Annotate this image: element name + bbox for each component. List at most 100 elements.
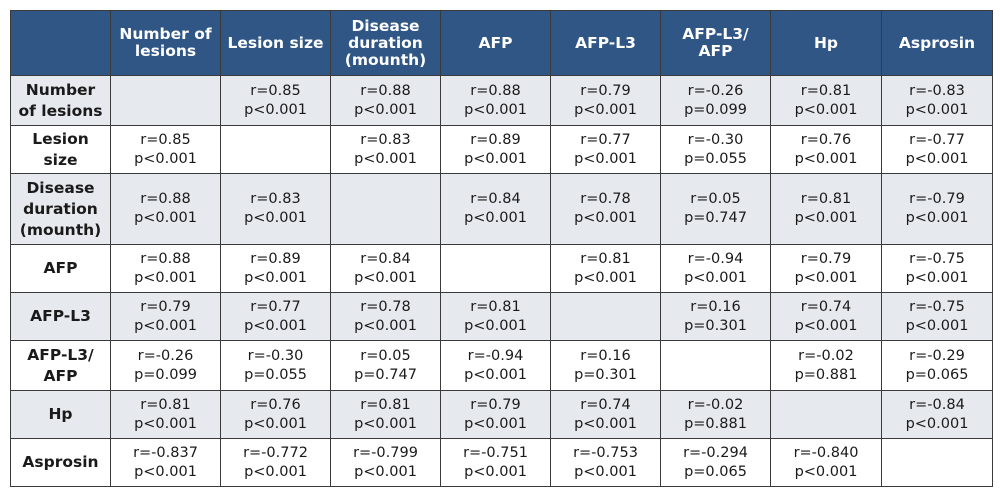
table-row: AFP-L3/ AFP r=-0.26 p=0.099 r=-0.30 p=0.055 r… xyxy=(10,340,993,391)
empty-diagonal-cell xyxy=(770,390,882,439)
r-value: r=-0.75 xyxy=(909,250,965,267)
p-value: p<0.001 xyxy=(464,415,527,432)
r-value: r=0.74 xyxy=(580,396,631,413)
header-row: Number of lesions Lesion size Disease dura… xyxy=(10,10,993,76)
r-value: r=-0.26 xyxy=(137,347,194,364)
p-value: p<0.001 xyxy=(354,269,417,286)
correlation-cell: r=0.88 p<0.001 xyxy=(330,75,441,126)
correlation-cell: r=0.74 p<0.001 xyxy=(550,390,661,439)
r-value: r=0.81 xyxy=(580,250,631,267)
r-value: r=0.78 xyxy=(360,298,411,315)
correlation-cell: r=0.79 p<0.001 xyxy=(110,292,221,341)
correlation-cell: r=-0.294 p=0.065 xyxy=(660,438,771,487)
p-value: p=0.065 xyxy=(905,366,969,383)
p-value: p<0.001 xyxy=(244,415,307,432)
correlation-cell: r=-0.26 p=0.099 xyxy=(110,340,221,391)
p-value: p<0.001 xyxy=(354,463,417,480)
r-value: r=0.84 xyxy=(470,191,521,207)
correlation-cell: r=0.05 p=0.747 xyxy=(660,173,771,245)
column-header: Asprosin xyxy=(881,10,993,76)
r-value: r=-0.77 xyxy=(909,131,965,148)
correlation-cell: r=0.77 p<0.001 xyxy=(220,292,331,341)
r-value: r=-0.840 xyxy=(793,444,859,461)
r-value: r=-0.30 xyxy=(247,347,304,364)
p-value: p<0.001 xyxy=(354,317,417,334)
correlation-cell: r=0.16 p=0.301 xyxy=(660,292,771,341)
r-value: r=0.84 xyxy=(360,250,411,267)
correlation-cell: r=0.88 p<0.001 xyxy=(110,244,221,293)
table-row: Asprosin r=-0.837 p<0.001 r=-0.772 p<0.001 r=… xyxy=(10,438,993,487)
column-header: Hp xyxy=(770,10,882,76)
p-value: p<0.001 xyxy=(464,317,527,334)
correlation-cell: r=-0.77 p<0.001 xyxy=(881,125,993,174)
correlation-cell: r=0.83 p<0.001 xyxy=(330,125,441,174)
r-value: r=-0.02 xyxy=(798,347,854,364)
r-value: r=0.81 xyxy=(800,191,852,207)
row-header: Asprosin xyxy=(10,438,111,487)
r-value: r=0.05 xyxy=(360,347,411,364)
r-value: r=0.05 xyxy=(690,191,741,207)
r-value: r=-0.84 xyxy=(909,396,965,413)
correlation-cell: r=-0.799 p<0.001 xyxy=(330,438,441,487)
correlation-cell: r=0.81 p<0.001 xyxy=(770,75,882,126)
p-value: p<0.001 xyxy=(905,269,969,286)
correlation-cell: r=0.89 p<0.001 xyxy=(440,125,551,174)
correlation-cell: r=-0.30 p=0.055 xyxy=(660,125,771,174)
p-value: p<0.001 xyxy=(464,150,527,167)
p-value: p<0.001 xyxy=(244,269,307,286)
p-value: p=0.099 xyxy=(684,101,747,118)
r-value: r=0.76 xyxy=(250,396,301,413)
column-header: Number of lesions xyxy=(110,10,221,76)
correlation-cell: r=-0.753 p<0.001 xyxy=(550,438,661,487)
p-value: p<0.001 xyxy=(354,150,417,167)
correlation-cell: r=0.74 p<0.001 xyxy=(770,292,882,341)
correlation-cell: r=0.78 p<0.001 xyxy=(550,173,661,245)
correlation-cell: r=-0.30 p=0.055 xyxy=(220,340,331,391)
r-value: r=0.79 xyxy=(470,396,521,413)
r-value: r=-0.02 xyxy=(687,396,744,413)
correlation-cell: r=0.79 p<0.001 xyxy=(550,75,661,126)
r-value: r=0.79 xyxy=(580,82,631,99)
correlation-cell: r=-0.94 p<0.001 xyxy=(440,340,551,391)
column-header: AFP xyxy=(440,10,551,76)
empty-diagonal-cell xyxy=(110,75,221,126)
r-value: r=-0.772 xyxy=(243,444,308,461)
p-value: p<0.001 xyxy=(794,463,858,480)
p-value: p=0.301 xyxy=(574,366,637,383)
table-body: Number of lesions r=0.85 p<0.001 r=0.88 p<0.… xyxy=(10,75,993,487)
p-value: p<0.001 xyxy=(354,415,417,432)
r-value: r=0.81 xyxy=(360,396,411,413)
r-value: r=0.78 xyxy=(580,191,631,207)
r-value: r=-0.75 xyxy=(909,298,965,315)
r-value: r=-0.751 xyxy=(463,444,528,461)
r-value: r=0.74 xyxy=(800,298,852,315)
p-value: p=0.881 xyxy=(684,415,747,432)
r-value: r=0.81 xyxy=(800,82,852,99)
column-header: Lesion size xyxy=(220,10,331,76)
r-value: r=-0.294 xyxy=(683,444,748,461)
correlation-cell: r=0.81 p<0.001 xyxy=(440,292,551,341)
p-value: p<0.001 xyxy=(134,210,197,226)
p-value: p<0.001 xyxy=(574,101,637,118)
r-value: r=0.16 xyxy=(580,347,631,364)
r-value: r=0.89 xyxy=(470,131,521,148)
p-value: p<0.001 xyxy=(464,210,527,226)
correlation-cell: r=0.81 p<0.001 xyxy=(330,390,441,439)
correlation-cell: r=0.77 p<0.001 xyxy=(550,125,661,174)
p-value: p<0.001 xyxy=(794,269,858,286)
correlation-cell: r=0.85 p<0.001 xyxy=(220,75,331,126)
p-value: p=0.881 xyxy=(794,366,858,383)
correlation-cell: r=-0.83 p<0.001 xyxy=(881,75,993,126)
correlation-cell: r=-0.02 p=0.881 xyxy=(770,340,882,391)
r-value: r=0.79 xyxy=(800,250,852,267)
correlation-cell: r=0.76 p<0.001 xyxy=(770,125,882,174)
table-row: AFP r=0.88 p<0.001 r=0.89 p<0.001 r=0.84 p<0.0… xyxy=(10,244,993,293)
r-value: r=0.88 xyxy=(140,191,191,207)
r-value: r=-0.94 xyxy=(687,250,744,267)
correlation-cell: r=0.84 p<0.001 xyxy=(440,173,551,245)
p-value: p<0.001 xyxy=(905,101,969,118)
p-value: p<0.001 xyxy=(244,463,307,480)
r-value: r=-0.799 xyxy=(353,444,418,461)
table-row: AFP-L3 r=0.79 p<0.001 r=0.77 p<0.001 r=0.78 p<… xyxy=(10,292,993,341)
row-header: Lesion size xyxy=(10,125,111,174)
